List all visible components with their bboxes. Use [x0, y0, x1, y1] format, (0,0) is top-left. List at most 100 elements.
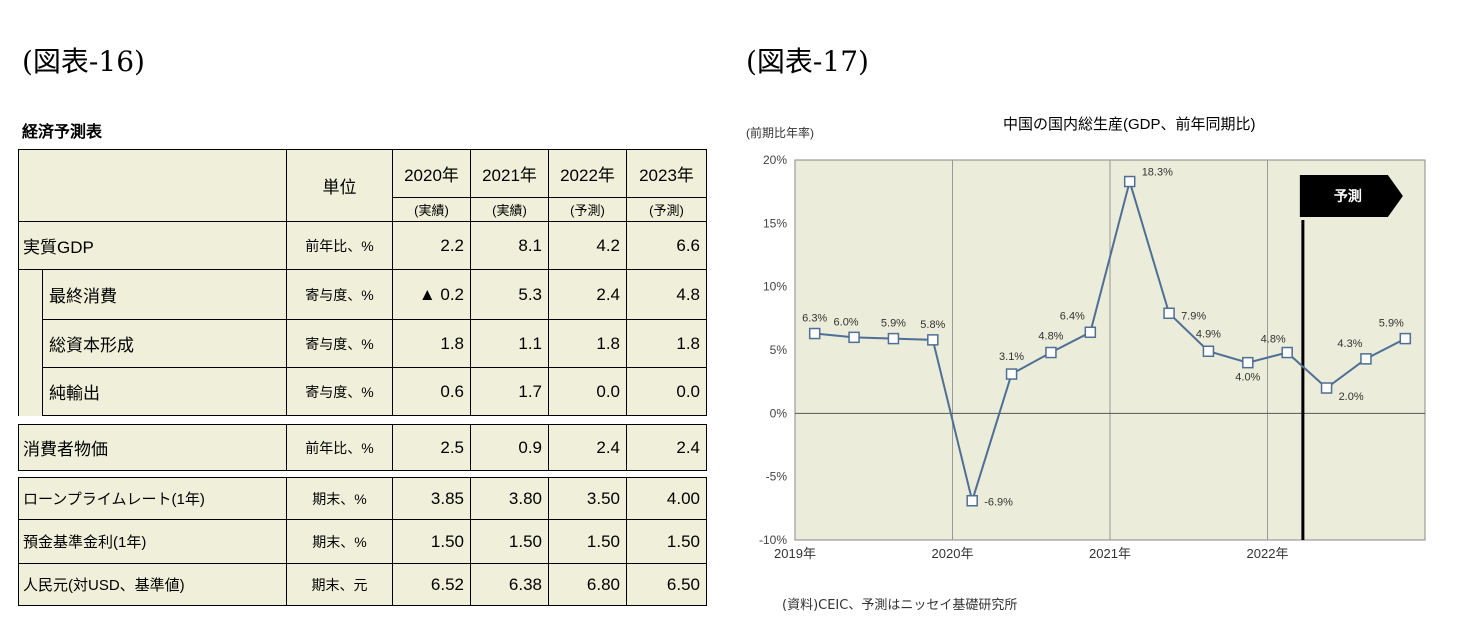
table-row: 純輸出 寄与度、% 0.6 1.7 0.0 0.0 — [19, 367, 707, 416]
y-tick-label: 0% — [770, 406, 788, 420]
year-header: 2020年 — [392, 149, 471, 198]
x-tick-label: 2022年 — [1247, 546, 1289, 561]
cell-value: 1.8 — [392, 319, 471, 368]
cell-value: 2.2 — [392, 221, 471, 270]
left-figure-title: (図表-16) — [22, 45, 145, 78]
data-point — [1320, 382, 1333, 394]
data-label: 4.8% — [1038, 331, 1063, 343]
row-unit: 前年比、% — [286, 221, 393, 270]
cell-value: 1.7 — [470, 367, 549, 416]
cell-value: 0.0 — [626, 367, 707, 416]
row-label: 最終消費 — [42, 269, 287, 320]
cell-value: 5.3 — [470, 269, 549, 320]
data-point — [1360, 353, 1372, 365]
chart-source-note: (資料)CEIC、予測はニッセイ基礎研究所 — [782, 598, 1018, 613]
data-point — [1084, 326, 1097, 339]
indent-cell — [18, 269, 43, 416]
economic-forecast-table: 単位 2020年 2021年 2022年 2023年 (実績) (実績) (予測… — [18, 149, 707, 416]
y-tick-label: 15% — [763, 216, 787, 230]
year-header: 2023年 — [626, 149, 707, 198]
cell-value: 2.4 — [548, 269, 627, 320]
status-header: (予測) — [626, 197, 707, 222]
x-tick-label: 2020年 — [932, 546, 974, 561]
cell-value: 1.8 — [626, 319, 707, 368]
plot-area: 20% 15% 10% 5% 0% -5% -10%2019年 2020年 2021年 2022年… — [759, 153, 1426, 561]
data-point — [1163, 307, 1175, 320]
cell-value: 3.85 — [392, 477, 471, 520]
status-header: (実績) — [392, 197, 471, 222]
cell-value: 2.4 — [626, 424, 707, 471]
table-row: 実質GDP 前年比、% 2.2 8.1 4.2 6.6 — [18, 221, 707, 270]
status-header: (実績) — [470, 197, 549, 222]
header-blank-cell — [18, 149, 287, 222]
cell-value: 4.2 — [548, 221, 627, 270]
data-point — [808, 327, 821, 340]
table-row: 預金基準金利(1年) 期末、% 1.50 1.50 1.50 1.50 — [18, 519, 707, 564]
data-label: 6.0% — [834, 316, 859, 328]
data-point — [1399, 332, 1412, 345]
cell-value: 1.50 — [548, 519, 627, 564]
cell-value: 6.80 — [548, 563, 627, 606]
data-label: 5.9% — [881, 318, 906, 330]
data-label: 6.4% — [1060, 310, 1085, 322]
cell-value: 2.5 — [392, 424, 471, 471]
row-label: ローンプライムレート(1年) — [18, 477, 287, 520]
data-point — [848, 331, 860, 344]
chart-title: 中国の国内総生産(GDP、前年同期比) — [1003, 116, 1256, 133]
right-figure-title: (図表-17) — [746, 45, 869, 78]
data-label: 2.0% — [1339, 391, 1364, 403]
table-row: ローンプライムレート(1年) 期末、% 3.85 3.80 3.50 4.00 — [18, 477, 707, 520]
data-label: 4.3% — [1337, 338, 1362, 350]
table-row: 人民元(対USD、基準値) 期末、元 6.52 6.38 6.80 6.50 — [18, 563, 707, 606]
row-unit: 期末、% — [286, 519, 393, 564]
row-unit: 寄与度、% — [286, 269, 393, 320]
cell-value: 0.9 — [470, 424, 549, 471]
data-point — [1281, 346, 1293, 359]
y-tick-label: -10% — [759, 533, 787, 547]
data-label: 5.8% — [920, 319, 945, 331]
cell-value: 3.50 — [548, 477, 627, 520]
cell-value: 1.8 — [548, 319, 627, 368]
data-label: 4.8% — [1261, 334, 1286, 346]
status-header: (予測) — [548, 197, 627, 222]
data-label: 18.3% — [1142, 167, 1173, 179]
gdp-line-chart: 中国の国内総生産(GDP、前年同期比) (前期比年率) 20% 15% 10% 5% 0… — [746, 116, 1426, 561]
data-point — [1005, 368, 1018, 380]
cell-value: ▲ 0.2 — [392, 269, 471, 320]
row-label: 総資本形成 — [42, 319, 287, 368]
data-point — [927, 334, 939, 346]
row-label: 純輸出 — [42, 367, 287, 416]
cell-value: 8.1 — [470, 221, 549, 270]
data-point — [966, 494, 978, 507]
cell-value: 6.6 — [626, 221, 707, 270]
data-label: -6.9% — [984, 497, 1013, 509]
rates-table: ローンプライムレート(1年) 期末、% 3.85 3.80 3.50 4.00 … — [18, 477, 707, 606]
cell-value: 4.00 — [626, 477, 707, 520]
data-label: 7.9% — [1181, 310, 1206, 322]
row-label: 実質GDP — [18, 221, 287, 270]
cell-value: 6.50 — [626, 563, 707, 606]
forecast-arrow — [1299, 175, 1403, 217]
cell-value: 4.8 — [626, 269, 707, 320]
y-tick-label: 20% — [763, 153, 787, 167]
y-axis-label: (前期比年率) — [746, 125, 814, 140]
table-caption: 経済予測表 — [22, 122, 103, 141]
y-tick-label: 5% — [770, 343, 788, 357]
data-point — [1242, 356, 1254, 369]
cell-value: 6.38 — [470, 563, 549, 606]
row-unit: 期末、% — [286, 477, 393, 520]
cell-value: 2.4 — [548, 424, 627, 471]
row-unit: 寄与度、% — [286, 367, 393, 416]
row-label: 消費者物価 — [18, 424, 287, 471]
year-header: 2022年 — [548, 149, 627, 198]
row-label: 人民元(対USD、基準値) — [18, 563, 287, 606]
data-label: 4.9% — [1196, 328, 1221, 340]
table-row: 消費者物価 前年比、% 2.5 0.9 2.4 2.4 — [18, 424, 707, 471]
data-label: 5.9% — [1379, 318, 1404, 330]
cell-value: 0.6 — [392, 367, 471, 416]
forecast-label: 予測 — [1334, 188, 1362, 204]
data-label: 4.0% — [1235, 372, 1260, 384]
data-label: 3.1% — [999, 351, 1024, 363]
cpi-table: 消費者物価 前年比、% 2.5 0.9 2.4 2.4 — [18, 424, 707, 471]
cell-value: 1.50 — [470, 519, 549, 564]
